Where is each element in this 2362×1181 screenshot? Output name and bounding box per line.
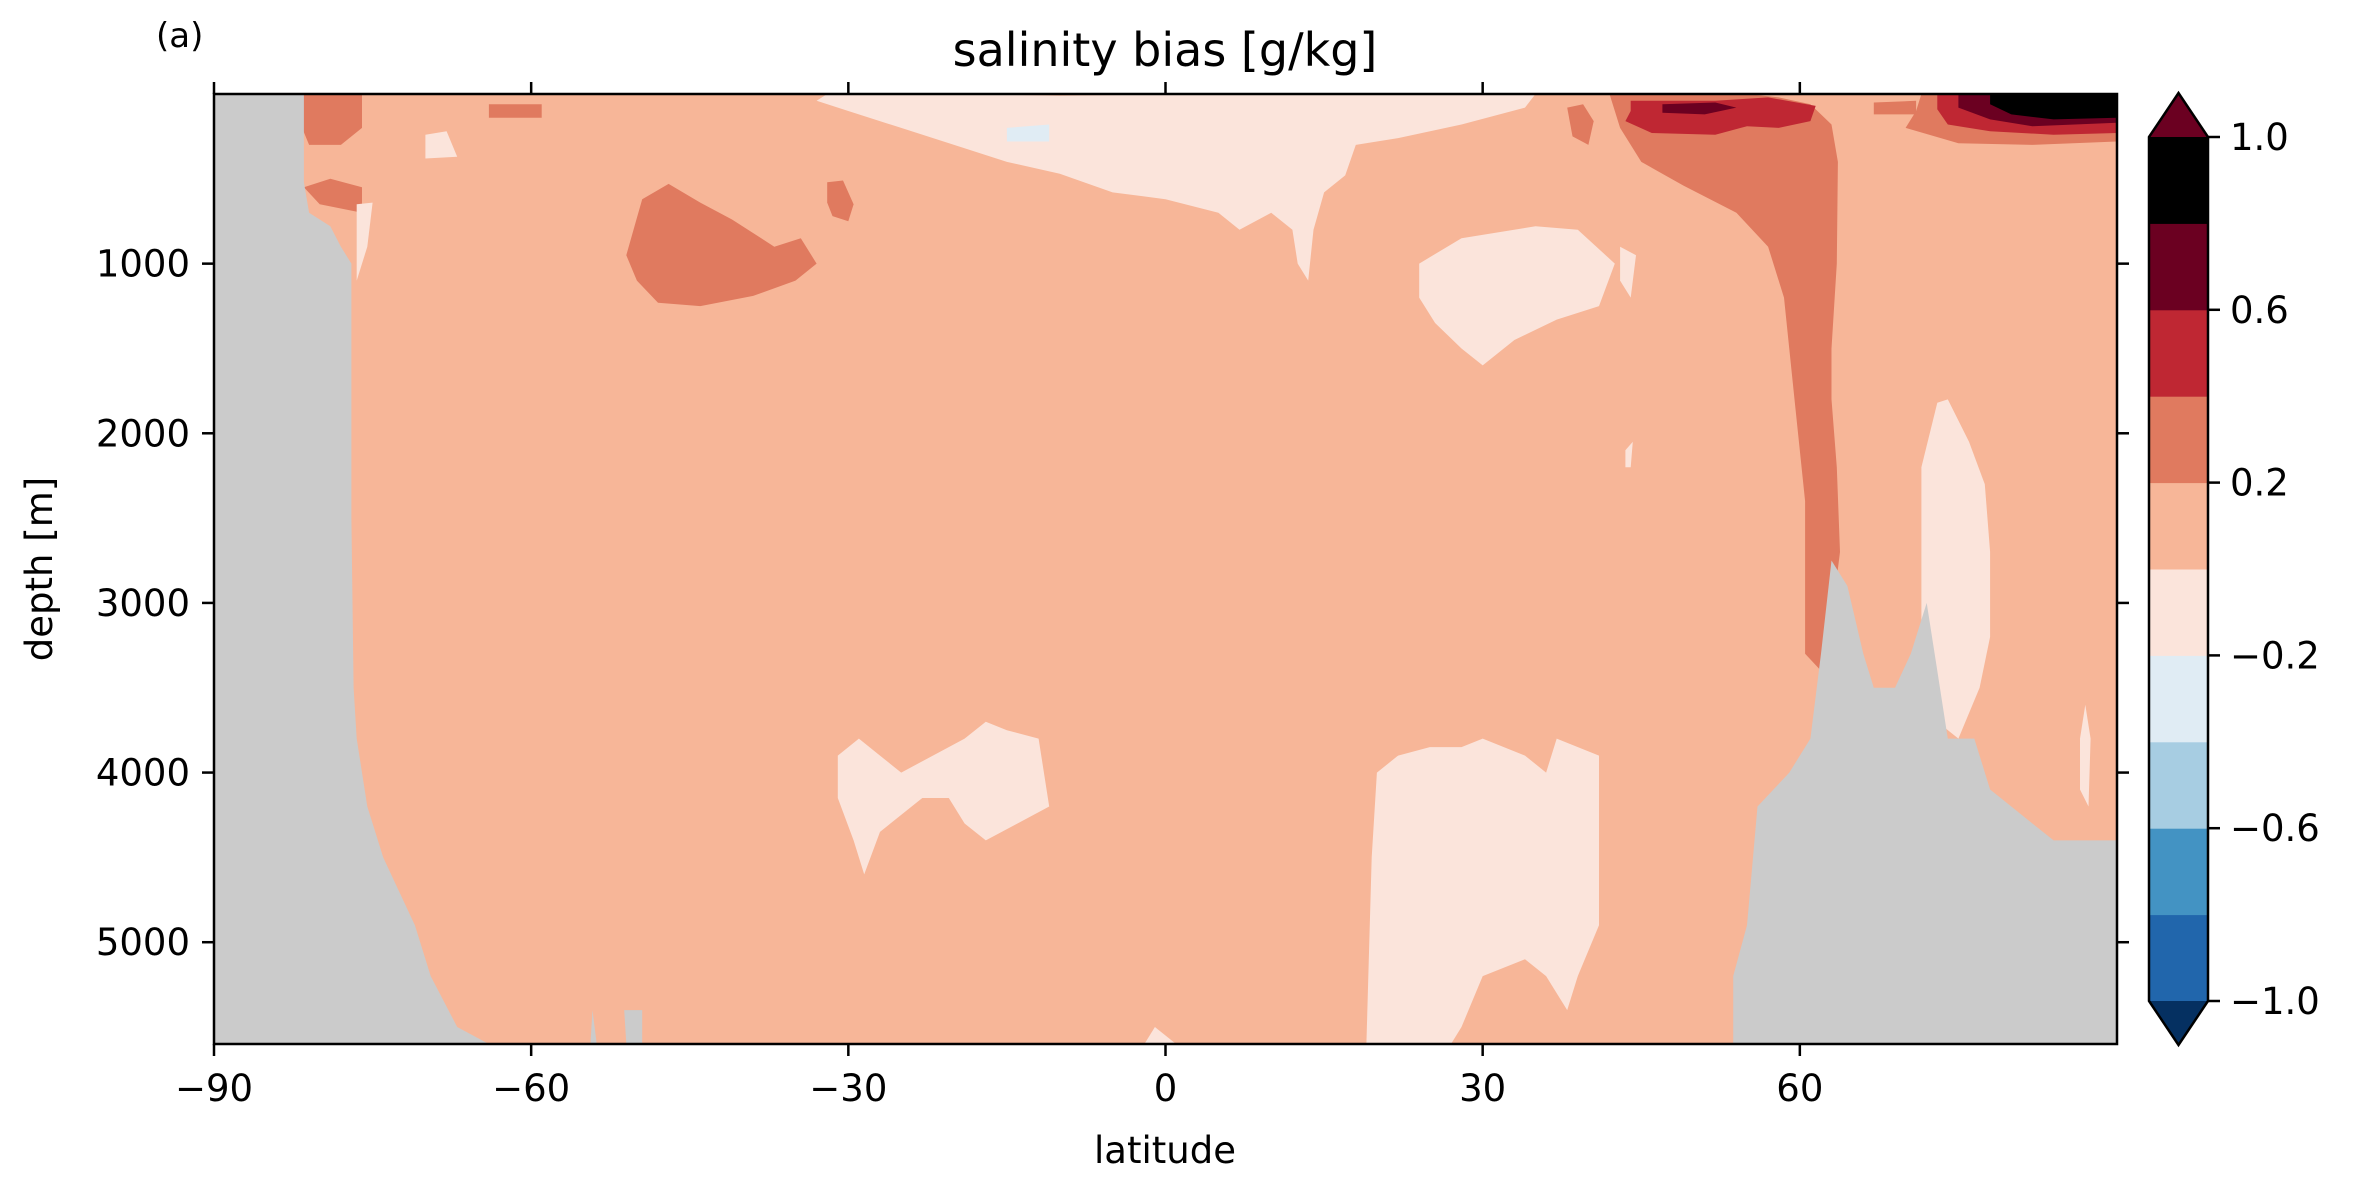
- colorbar-band: [2149, 914, 2208, 1002]
- negative-bias-regions: [356, 94, 2091, 1044]
- negative-bias-patch: [2080, 704, 2091, 807]
- positive-bias-patch: [827, 180, 854, 222]
- y-tick-label: 4000: [96, 752, 190, 795]
- y-tick-label: 2000: [96, 412, 190, 455]
- positive-bias-patch: [303, 178, 362, 213]
- x-axis-label: latitude: [1094, 1129, 1236, 1172]
- colorbar-tick-label: −1.0: [2230, 980, 2320, 1023]
- colorbar-band: [2149, 655, 2208, 743]
- x-tick-label: 60: [1776, 1067, 1823, 1110]
- y-tick-label: 1000: [96, 243, 190, 286]
- colorbar-tick-label: 0.2: [2230, 462, 2289, 505]
- x-tick-label: 30: [1459, 1067, 1506, 1110]
- negative-bias-patch: [837, 721, 1050, 875]
- negative-bias-patch: [1419, 226, 1615, 366]
- plot-area: [214, 94, 2117, 1044]
- x-tick-label: −30: [809, 1067, 887, 1110]
- negative-bias-patch: [1006, 124, 1050, 142]
- colorbar-tick-label: −0.2: [2230, 634, 2320, 677]
- positive-bias-patch: [626, 183, 817, 307]
- land-mask-patch: [624, 1010, 643, 1044]
- x-tick-label: −60: [492, 1067, 570, 1110]
- positive-bias-patch: [1873, 100, 1917, 115]
- colorbar-band: [2149, 396, 2208, 484]
- positive-bias-patch: [1662, 102, 1737, 115]
- negative-bias-patch: [816, 94, 1536, 281]
- colorbar-band: [2149, 309, 2208, 397]
- y-tick-label: 5000: [96, 921, 190, 964]
- chart-title: salinity bias [g/kg]: [953, 23, 1378, 77]
- colorbar-tick-label: −0.6: [2230, 807, 2320, 850]
- positive-bias-patch: [1609, 94, 1840, 671]
- colorbar-band: [2149, 482, 2208, 570]
- positive-bias-patch: [1567, 104, 1594, 145]
- colorbar-tick-label: 0.6: [2230, 289, 2289, 332]
- negative-bias-patch: [425, 131, 458, 159]
- colorbar-band: [2149, 741, 2208, 829]
- colorbar: 1.0 0.6 0.2 −0.2 −0.6 −1.0: [2147, 90, 2320, 1048]
- land-mask-patch: [214, 94, 489, 1044]
- y-axis-label: depth [m]: [18, 477, 61, 661]
- panel-label: (a): [156, 16, 203, 56]
- positive-bias-patch: [1990, 94, 2117, 120]
- colorbar-band: [2149, 828, 2208, 916]
- land-mask-patch: [590, 1010, 597, 1044]
- x-tick-label: −90: [175, 1067, 253, 1110]
- y-axis: 1000 2000 3000 4000 5000: [96, 243, 2129, 964]
- colorbar-extend-bottom: [2149, 1001, 2208, 1045]
- positive-bias-regions: [298, 94, 2117, 671]
- y-tick-label: 3000: [96, 582, 190, 625]
- colorbar-band: [2149, 569, 2208, 656]
- colorbar-tick-label: 1.0: [2230, 116, 2289, 159]
- x-axis: −90 −60 −30 0 30 60: [175, 82, 1823, 1110]
- negative-bias-patch: [1625, 441, 1633, 468]
- negative-bias-patch: [1144, 1027, 1177, 1044]
- positive-bias-patch: [488, 104, 542, 118]
- negative-bias-patch: [1921, 399, 1991, 739]
- land-mask-patch: [1733, 560, 2117, 1044]
- colorbar-band: [2149, 223, 2208, 311]
- colorbar-extend-top: [2149, 93, 2208, 137]
- negative-bias-patch: [1366, 738, 1599, 1044]
- negative-bias-patch: [1620, 246, 1636, 298]
- negative-bias-patch: [356, 202, 373, 281]
- land-mask: [214, 94, 2117, 1044]
- positive-bias-patch: [298, 94, 362, 145]
- colorbar-band: [2149, 137, 2208, 224]
- x-tick-label: 0: [1154, 1067, 1178, 1110]
